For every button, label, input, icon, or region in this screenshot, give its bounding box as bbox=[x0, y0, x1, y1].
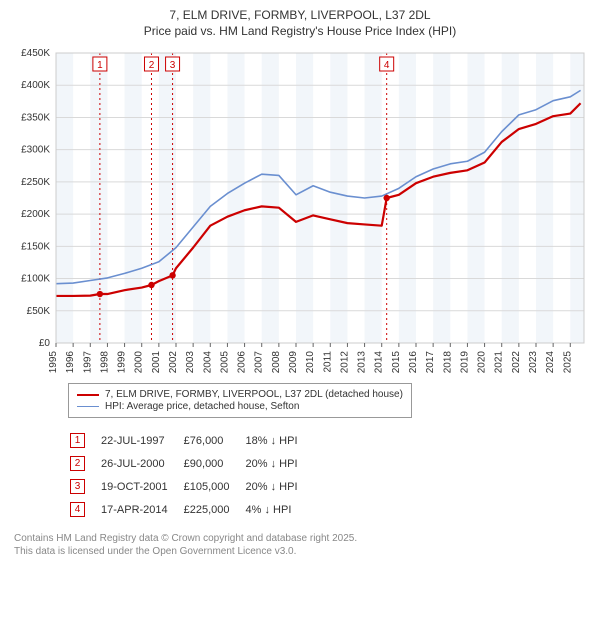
svg-text:2019: 2019 bbox=[459, 351, 470, 374]
svg-text:£0: £0 bbox=[39, 338, 51, 349]
svg-text:2012: 2012 bbox=[339, 351, 350, 374]
svg-text:£300K: £300K bbox=[21, 145, 50, 156]
svg-text:£400K: £400K bbox=[21, 80, 50, 91]
svg-text:2005: 2005 bbox=[219, 351, 230, 374]
svg-text:1996: 1996 bbox=[65, 351, 76, 374]
svg-text:3: 3 bbox=[170, 60, 176, 71]
footer-attribution: Contains HM Land Registry data © Crown c… bbox=[14, 532, 592, 558]
title-line-2: Price paid vs. HM Land Registry's House … bbox=[8, 24, 592, 40]
legend-row: 7, ELM DRIVE, FORMBY, LIVERPOOL, L37 2DL… bbox=[77, 389, 403, 400]
svg-text:2022: 2022 bbox=[511, 351, 522, 374]
marker-badge: 2 bbox=[70, 456, 85, 471]
sale-hpi-delta: 4% ↓ HPI bbox=[246, 499, 312, 520]
chart-container: £0 £50K £100K £150K £200K £250K £300K £350K £400… bbox=[8, 45, 592, 375]
svg-text:2: 2 bbox=[149, 60, 155, 71]
title-line-1: 7, ELM DRIVE, FORMBY, LIVERPOOL, L37 2DL bbox=[8, 8, 592, 24]
svg-text:2010: 2010 bbox=[305, 351, 316, 374]
marker-badge: 4 bbox=[70, 502, 85, 517]
svg-text:1995: 1995 bbox=[48, 351, 59, 374]
svg-text:2000: 2000 bbox=[134, 351, 145, 374]
table-row: 1 22-JUL-1997£76,00018% ↓ HPI bbox=[70, 430, 312, 451]
marker-badge: 1 bbox=[70, 433, 85, 448]
svg-text:£150K: £150K bbox=[21, 242, 50, 253]
sale-date: 26-JUL-2000 bbox=[101, 453, 182, 474]
sale-date: 22-JUL-1997 bbox=[101, 430, 182, 451]
svg-text:1997: 1997 bbox=[82, 351, 93, 374]
svg-text:2015: 2015 bbox=[391, 351, 402, 374]
svg-text:2020: 2020 bbox=[477, 351, 488, 374]
table-row: 4 17-APR-2014£225,0004% ↓ HPI bbox=[70, 499, 312, 520]
svg-text:2021: 2021 bbox=[494, 351, 505, 374]
footer-line-1: Contains HM Land Registry data © Crown c… bbox=[14, 532, 592, 545]
svg-text:£250K: £250K bbox=[21, 177, 50, 188]
svg-text:2003: 2003 bbox=[185, 351, 196, 374]
svg-text:2017: 2017 bbox=[425, 351, 436, 374]
svg-text:4: 4 bbox=[384, 60, 390, 71]
marker-badge: 3 bbox=[70, 479, 85, 494]
sale-price: £76,000 bbox=[184, 430, 244, 451]
sale-price: £90,000 bbox=[184, 453, 244, 474]
svg-text:1998: 1998 bbox=[99, 351, 110, 374]
sales-marker-table: 1 22-JUL-1997£76,00018% ↓ HPI 2 26-JUL-2000… bbox=[68, 428, 314, 522]
chart-legend: 7, ELM DRIVE, FORMBY, LIVERPOOL, L37 2DL… bbox=[68, 383, 412, 418]
svg-text:1: 1 bbox=[97, 60, 103, 71]
svg-text:2013: 2013 bbox=[357, 351, 368, 374]
svg-text:2023: 2023 bbox=[528, 351, 539, 374]
svg-text:2008: 2008 bbox=[271, 351, 282, 374]
svg-text:2024: 2024 bbox=[545, 351, 556, 374]
svg-text:£350K: £350K bbox=[21, 113, 50, 124]
footer-line-2: This data is licensed under the Open Gov… bbox=[14, 545, 592, 558]
svg-text:1999: 1999 bbox=[117, 351, 128, 374]
legend-swatch bbox=[77, 394, 99, 396]
table-row: 3 19-OCT-2001£105,00020% ↓ HPI bbox=[70, 476, 312, 497]
sale-hpi-delta: 18% ↓ HPI bbox=[246, 430, 312, 451]
svg-text:2025: 2025 bbox=[562, 351, 573, 374]
sale-date: 17-APR-2014 bbox=[101, 499, 182, 520]
legend-label: HPI: Average price, detached house, Seft… bbox=[105, 401, 299, 412]
legend-swatch bbox=[77, 406, 99, 407]
svg-text:2007: 2007 bbox=[254, 351, 265, 374]
svg-text:2016: 2016 bbox=[408, 351, 419, 374]
svg-text:2001: 2001 bbox=[151, 351, 162, 374]
sale-hpi-delta: 20% ↓ HPI bbox=[246, 476, 312, 497]
svg-text:£200K: £200K bbox=[21, 209, 50, 220]
sale-price: £105,000 bbox=[184, 476, 244, 497]
price-chart: £0 £50K £100K £150K £200K £250K £300K £350K £400… bbox=[8, 45, 592, 375]
sale-date: 19-OCT-2001 bbox=[101, 476, 182, 497]
legend-label: 7, ELM DRIVE, FORMBY, LIVERPOOL, L37 2DL… bbox=[105, 389, 403, 400]
chart-title-block: 7, ELM DRIVE, FORMBY, LIVERPOOL, L37 2DL… bbox=[8, 8, 592, 39]
sale-hpi-delta: 20% ↓ HPI bbox=[246, 453, 312, 474]
svg-text:2004: 2004 bbox=[202, 351, 213, 374]
sale-price: £225,000 bbox=[184, 499, 244, 520]
svg-text:2002: 2002 bbox=[168, 351, 179, 374]
svg-text:£50K: £50K bbox=[27, 306, 51, 317]
legend-row: HPI: Average price, detached house, Seft… bbox=[77, 401, 403, 412]
svg-text:2009: 2009 bbox=[288, 351, 299, 374]
table-row: 2 26-JUL-2000£90,00020% ↓ HPI bbox=[70, 453, 312, 474]
svg-text:2011: 2011 bbox=[322, 351, 333, 373]
svg-text:2006: 2006 bbox=[237, 351, 248, 374]
svg-text:£100K: £100K bbox=[21, 274, 50, 285]
svg-text:£450K: £450K bbox=[21, 48, 50, 59]
svg-text:2018: 2018 bbox=[442, 351, 453, 374]
svg-text:2014: 2014 bbox=[374, 351, 385, 374]
